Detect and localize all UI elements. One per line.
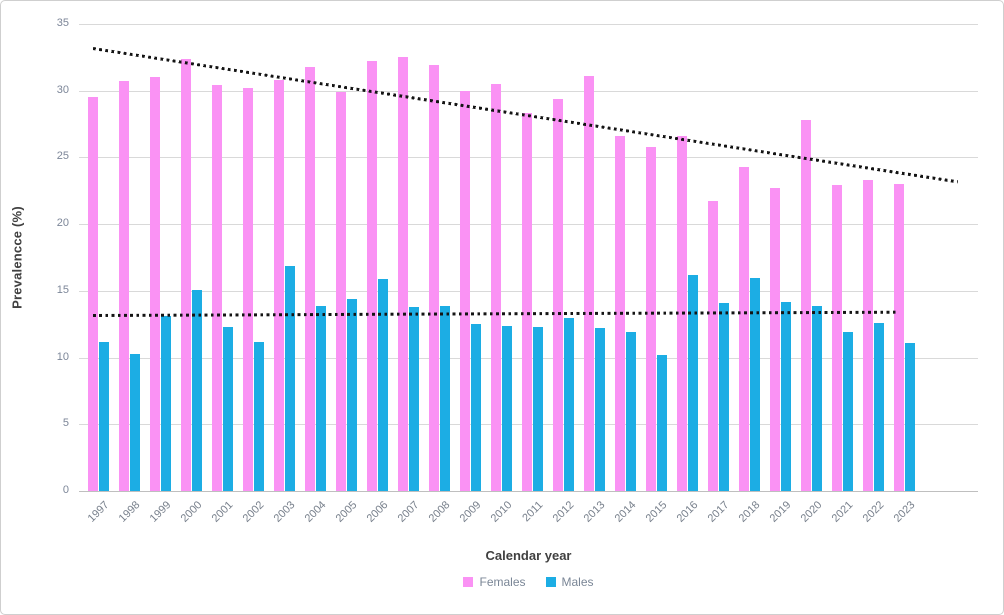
gridline: [79, 24, 978, 25]
y-tick-label: 35: [56, 17, 69, 29]
bar-males-1997: [99, 341, 109, 491]
bar-males-2007: [409, 306, 419, 491]
bar-females-2017: [707, 201, 718, 491]
bar-males-2005: [347, 298, 357, 491]
bar-females-1997: [87, 97, 98, 491]
bar-females-2019: [769, 188, 780, 491]
bar-males-2016: [688, 274, 698, 491]
bar-males-2006: [378, 278, 388, 491]
bar-males-2001: [223, 326, 233, 491]
x-axis-title: Calendar year: [485, 548, 572, 563]
bar-females-2023: [893, 184, 904, 491]
bar-females-2000: [180, 58, 191, 491]
bar-males-2009: [471, 324, 481, 491]
legend-males-label: Males: [561, 575, 594, 589]
bar-females-1999: [149, 77, 160, 491]
y-tick-label: 30: [56, 83, 69, 96]
bar-males-2022: [874, 322, 884, 491]
bar-males-2014: [626, 332, 636, 491]
bar-females-2018: [738, 166, 749, 491]
bar-males-2004: [316, 305, 326, 491]
bar-males-2011: [533, 326, 543, 491]
bar-males-2019: [781, 301, 791, 491]
bar-females-2006: [366, 61, 377, 491]
bar-females-2013: [583, 76, 594, 491]
legend-item-females: Females: [463, 575, 526, 589]
bar-males-1998: [130, 353, 140, 491]
bar-females-2020: [800, 120, 811, 491]
bar-males-1999: [161, 316, 171, 491]
bar-females-2015: [645, 146, 656, 491]
y-tick-label: 0: [62, 484, 69, 496]
y-tick-label: 25: [56, 150, 69, 163]
bar-males-2021: [843, 332, 853, 491]
bar-males-2018: [750, 277, 760, 491]
legend-item-males: Males: [545, 575, 594, 589]
bar-females-2011: [521, 113, 532, 491]
bar-males-2003: [285, 265, 295, 491]
plot-area: [79, 24, 978, 492]
bar-females-2007: [397, 57, 408, 491]
gridline: [79, 90, 978, 92]
bar-males-2008: [440, 305, 450, 491]
bar-males-2013: [595, 328, 605, 491]
y-tick-label: 10: [56, 350, 69, 363]
bar-females-2001: [211, 85, 222, 491]
bar-females-2004: [304, 66, 315, 491]
y-tick-label: 20: [56, 217, 69, 230]
bar-females-2010: [490, 84, 501, 491]
bar-females-2012: [552, 98, 563, 491]
bar-males-2020: [812, 305, 822, 491]
bar-females-1998: [118, 81, 129, 491]
males-swatch-icon: [545, 577, 556, 587]
bar-females-2005: [335, 92, 346, 491]
y-tick-label: 15: [56, 283, 69, 296]
x-axis-line: [79, 491, 978, 492]
bar-females-2021: [831, 185, 842, 491]
legend: Females Males: [79, 575, 978, 589]
bar-females-2002: [242, 88, 253, 491]
bar-males-2002: [254, 341, 264, 491]
bar-males-2000: [192, 289, 202, 491]
bar-females-2003: [273, 80, 284, 491]
bar-males-2015: [657, 354, 667, 491]
females-swatch-icon: [463, 577, 474, 587]
bar-males-2023: [905, 342, 915, 491]
bar-males-2012: [564, 317, 574, 491]
y-axis-title: Prevalencce (%): [9, 206, 25, 309]
legend-females-label: Females: [479, 575, 526, 589]
bar-females-2008: [428, 65, 439, 491]
bar-males-2010: [502, 325, 512, 491]
bar-males-2017: [719, 302, 729, 491]
bar-females-2009: [459, 90, 470, 491]
bar-females-2022: [862, 180, 873, 491]
y-tick-label: 5: [62, 417, 69, 430]
